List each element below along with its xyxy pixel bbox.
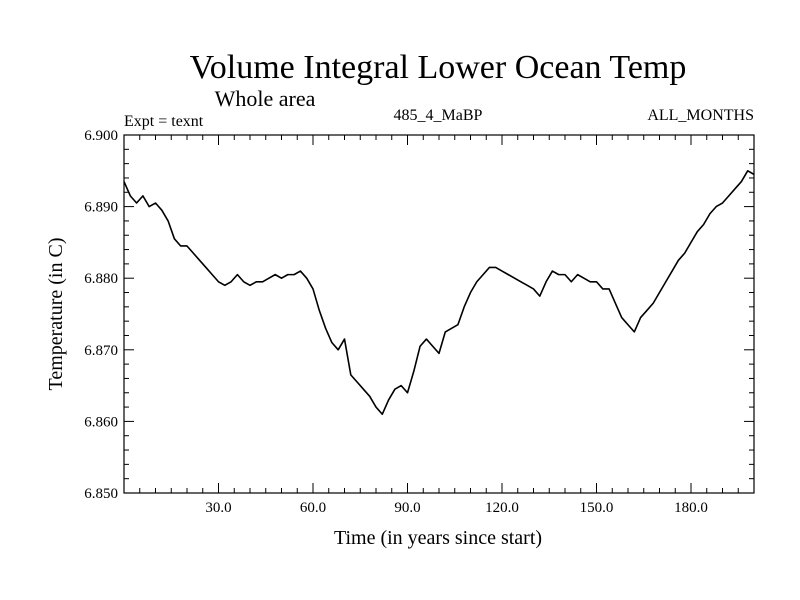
- y-tick-label: 6.900: [84, 128, 118, 144]
- x-tick-label: 60.0: [300, 500, 326, 516]
- x-tick-label: 90.0: [394, 500, 420, 516]
- y-axis-ticks: [124, 134, 754, 494]
- y-tick-label: 6.850: [84, 486, 118, 502]
- months-label: ALL_MONTHS: [647, 107, 754, 124]
- x-axis-label: Time (in years since start): [334, 527, 542, 549]
- experiment-label: Expt = texnt: [124, 113, 204, 130]
- y-tick-label: 6.870: [84, 343, 118, 359]
- y-axis-tick-labels: 6.850 6.860 6.870 6.880 6.890 6.900: [84, 128, 118, 502]
- y-tick-label: 6.880: [84, 271, 118, 287]
- x-tick-label: 150.0: [580, 500, 614, 516]
- x-axis-ticks: [139, 135, 739, 493]
- y-axis-label: Temperature (in C): [45, 238, 67, 391]
- temperature-series-line: [123, 170, 755, 416]
- x-axis-tick-labels: 30.0 60.0 90.0 120.0 150.0 180.0: [205, 500, 708, 516]
- run-label: 485_4_MaBP: [394, 107, 483, 124]
- y-tick-label: 6.860: [84, 414, 118, 430]
- chart-subtitle: Whole area: [215, 86, 316, 111]
- y-tick-label: 6.890: [84, 200, 118, 216]
- chart-title: Volume Integral Lower Ocean Temp: [190, 49, 687, 86]
- x-tick-label: 30.0: [205, 500, 231, 516]
- x-tick-label: 180.0: [674, 500, 708, 516]
- x-tick-label: 120.0: [485, 500, 519, 516]
